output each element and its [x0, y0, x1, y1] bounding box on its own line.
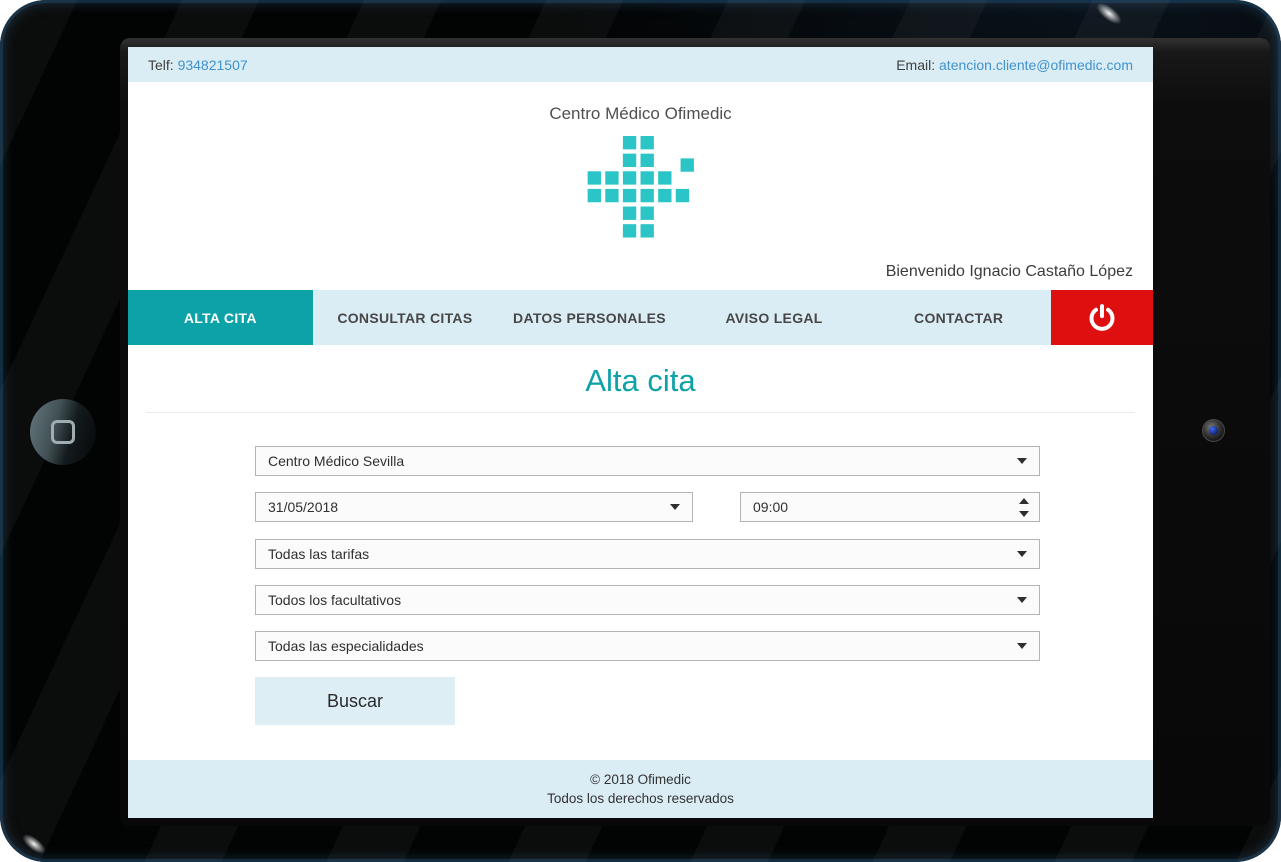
main-content: Alta cita Centro Médico Sevilla 31/05/20…: [128, 345, 1153, 760]
appointment-form: Centro Médico Sevilla 31/05/2018 09:00: [255, 446, 1040, 725]
search-button[interactable]: Buscar: [255, 677, 455, 725]
phone-contact: Telf: 934821507: [148, 57, 248, 73]
tariff-value: Todas las tarifas: [268, 546, 370, 562]
welcome-message: Bienvenido Ignacio Castaño López: [885, 263, 1133, 280]
bezel-glint: [1093, 0, 1125, 28]
time-input[interactable]: 09:00: [740, 492, 1040, 522]
camera-lens: [1209, 426, 1218, 435]
date-value: 31/05/2018: [268, 499, 339, 515]
spinner-down-icon[interactable]: [1019, 510, 1029, 517]
nav-item-datos-personales[interactable]: DATOS PERSONALES: [513, 309, 666, 326]
email-label: Email:: [896, 56, 936, 73]
bezel-glint: [19, 830, 49, 858]
nav-item-aviso-legal[interactable]: AVISO LEGAL: [725, 309, 823, 326]
home-button[interactable]: [30, 399, 96, 465]
heading-divider: [146, 412, 1135, 413]
tariff-select[interactable]: Todas las tarifas: [255, 539, 1040, 569]
practitioner-value: Todos los facultativos: [268, 592, 402, 608]
copyright-line: © 2018 Ofimedic: [590, 772, 691, 787]
page-title: Alta cita: [585, 363, 696, 398]
main-navigation: ALTA CITA CONSULTAR CITAS DATOS PERSONAL…: [128, 290, 1153, 345]
time-spinner: [1019, 493, 1029, 521]
specialty-value: Todas las especialidades: [268, 638, 424, 654]
chevron-down-icon: [1017, 643, 1027, 649]
nav-item-consultar-citas[interactable]: CONSULTAR CITAS: [337, 309, 473, 326]
email-link[interactable]: atencion.cliente@ofimedic.com: [939, 56, 1133, 73]
top-contact-bar: Telf: 934821507 Email: atencion.cliente@…: [128, 47, 1153, 82]
chevron-down-icon: [1017, 458, 1027, 464]
app-screen: Telf: 934821507 Email: atencion.cliente@…: [128, 47, 1153, 818]
home-button-icon: [51, 420, 75, 444]
rights-line: Todos los derechos reservados: [547, 791, 734, 807]
practitioner-select[interactable]: Todos los facultativos: [255, 585, 1040, 615]
nav-item-contactar[interactable]: CONTACTAR: [914, 309, 1004, 326]
site-title: Centro Médico Ofimedic: [549, 104, 732, 123]
ofimedic-pixel-cross-logo-icon: [587, 136, 694, 238]
specialty-select[interactable]: Todas las especialidades: [255, 631, 1040, 661]
app-header: Centro Médico Ofimedic Bienvenido Ignaci…: [128, 82, 1153, 290]
spinner-up-icon[interactable]: [1019, 497, 1029, 504]
medical-center-value: Centro Médico Sevilla: [268, 453, 405, 469]
medical-center-select[interactable]: Centro Médico Sevilla: [255, 446, 1040, 476]
front-camera: [1202, 419, 1225, 442]
nav-item-alta-cita[interactable]: ALTA CITA: [128, 290, 313, 345]
power-icon: [1089, 303, 1115, 331]
time-value: 09:00: [753, 499, 789, 515]
phone-link[interactable]: 934821507: [177, 56, 248, 73]
chevron-down-icon: [1017, 551, 1027, 557]
date-select[interactable]: 31/05/2018: [255, 492, 693, 522]
phone-label: Telf:: [148, 56, 174, 73]
logout-button[interactable]: [1050, 290, 1153, 345]
chevron-down-icon: [670, 504, 680, 510]
chevron-down-icon: [1017, 597, 1027, 603]
app-footer: © 2018 Ofimedic Todos los derechos reser…: [128, 760, 1153, 818]
date-time-row: 31/05/2018 09:00: [255, 492, 1040, 522]
email-contact: Email: atencion.cliente@ofimedic.com: [896, 57, 1133, 73]
